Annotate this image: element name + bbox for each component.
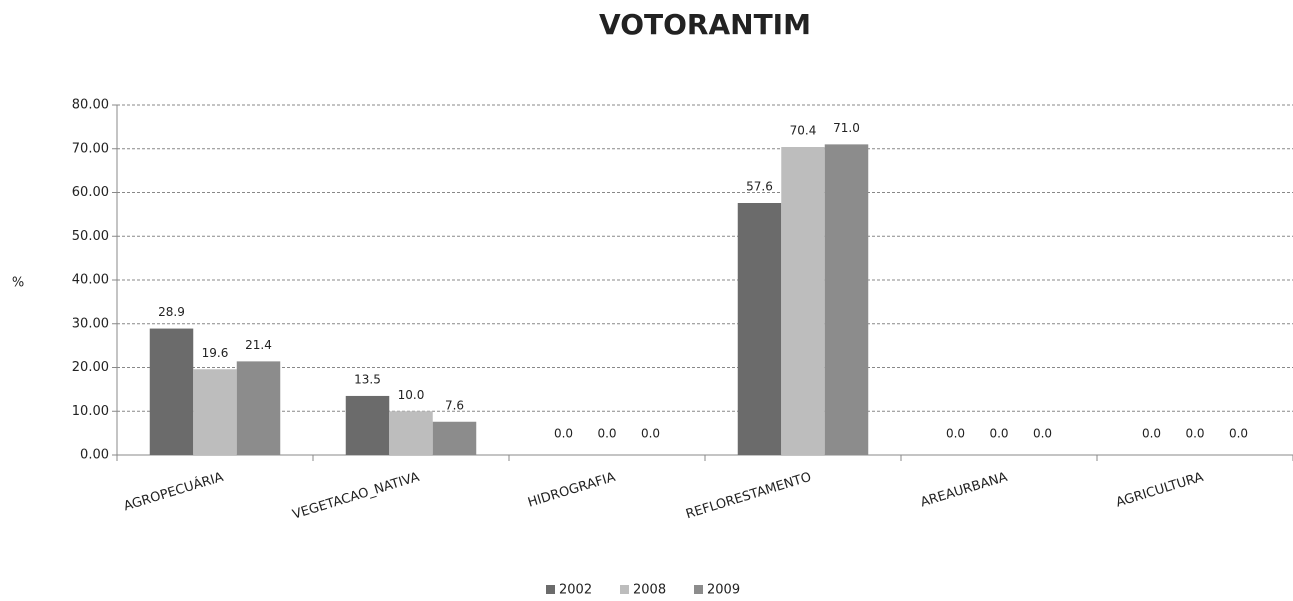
data-label: 70.4 bbox=[790, 124, 817, 138]
y-tick-label: 50.00 bbox=[72, 229, 109, 244]
data-label: 71.0 bbox=[833, 121, 860, 135]
bar bbox=[236, 361, 281, 455]
chart-title: VOTORANTIM bbox=[599, 8, 811, 41]
y-tick-label: 0.00 bbox=[80, 448, 109, 463]
y-tick-label: 70.00 bbox=[72, 141, 109, 156]
data-label: 13.5 bbox=[354, 372, 381, 386]
data-label: 0.0 bbox=[989, 427, 1008, 441]
bar bbox=[781, 147, 825, 455]
y-tick-label: 20.00 bbox=[72, 360, 109, 375]
y-tick-label: 30.00 bbox=[72, 316, 109, 331]
y-axis-label: % bbox=[12, 276, 24, 291]
bar bbox=[824, 144, 869, 455]
bar bbox=[737, 203, 782, 455]
x-tick-label: AREAURBANA bbox=[919, 470, 1010, 511]
legend-swatch bbox=[620, 585, 629, 594]
data-label: 0.0 bbox=[641, 427, 660, 441]
data-label: 0.0 bbox=[1142, 427, 1161, 441]
legend-label: 2002 bbox=[559, 583, 592, 598]
x-tick-label: HIDROGRAFIA bbox=[526, 470, 617, 511]
y-tick-label: 10.00 bbox=[72, 404, 109, 419]
legend-label: 2009 bbox=[707, 583, 740, 598]
data-label: 0.0 bbox=[1229, 427, 1248, 441]
data-label: 19.6 bbox=[202, 346, 229, 360]
legend-label: 2008 bbox=[633, 583, 666, 598]
y-tick-label: 60.00 bbox=[72, 185, 109, 200]
legend-swatch bbox=[546, 585, 555, 594]
x-tick-label: AGROPECUÁRIA bbox=[122, 469, 226, 515]
y-tick-label: 80.00 bbox=[72, 98, 109, 113]
bar bbox=[389, 411, 433, 455]
data-label: 0.0 bbox=[554, 427, 573, 441]
x-tick-label: VEGETACAO_NATIVA bbox=[291, 470, 422, 523]
y-tick-label: 40.00 bbox=[72, 273, 109, 288]
data-label: 0.0 bbox=[1033, 427, 1052, 441]
data-label: 0.0 bbox=[946, 427, 965, 441]
data-label: 0.0 bbox=[1185, 427, 1204, 441]
data-label: 7.6 bbox=[445, 398, 464, 412]
data-label: 28.9 bbox=[158, 305, 185, 319]
bar bbox=[149, 328, 194, 455]
bar bbox=[432, 421, 477, 455]
data-label: 10.0 bbox=[398, 388, 425, 402]
bar bbox=[345, 395, 390, 455]
data-label: 57.6 bbox=[746, 180, 773, 194]
x-tick-label: REFLORESTAMENTO bbox=[684, 470, 813, 522]
x-tick-label: AGRICULTURA bbox=[1114, 470, 1205, 511]
data-label: 21.4 bbox=[245, 338, 272, 352]
bar bbox=[193, 369, 237, 455]
legend-swatch bbox=[694, 585, 703, 594]
data-label: 0.0 bbox=[597, 427, 616, 441]
